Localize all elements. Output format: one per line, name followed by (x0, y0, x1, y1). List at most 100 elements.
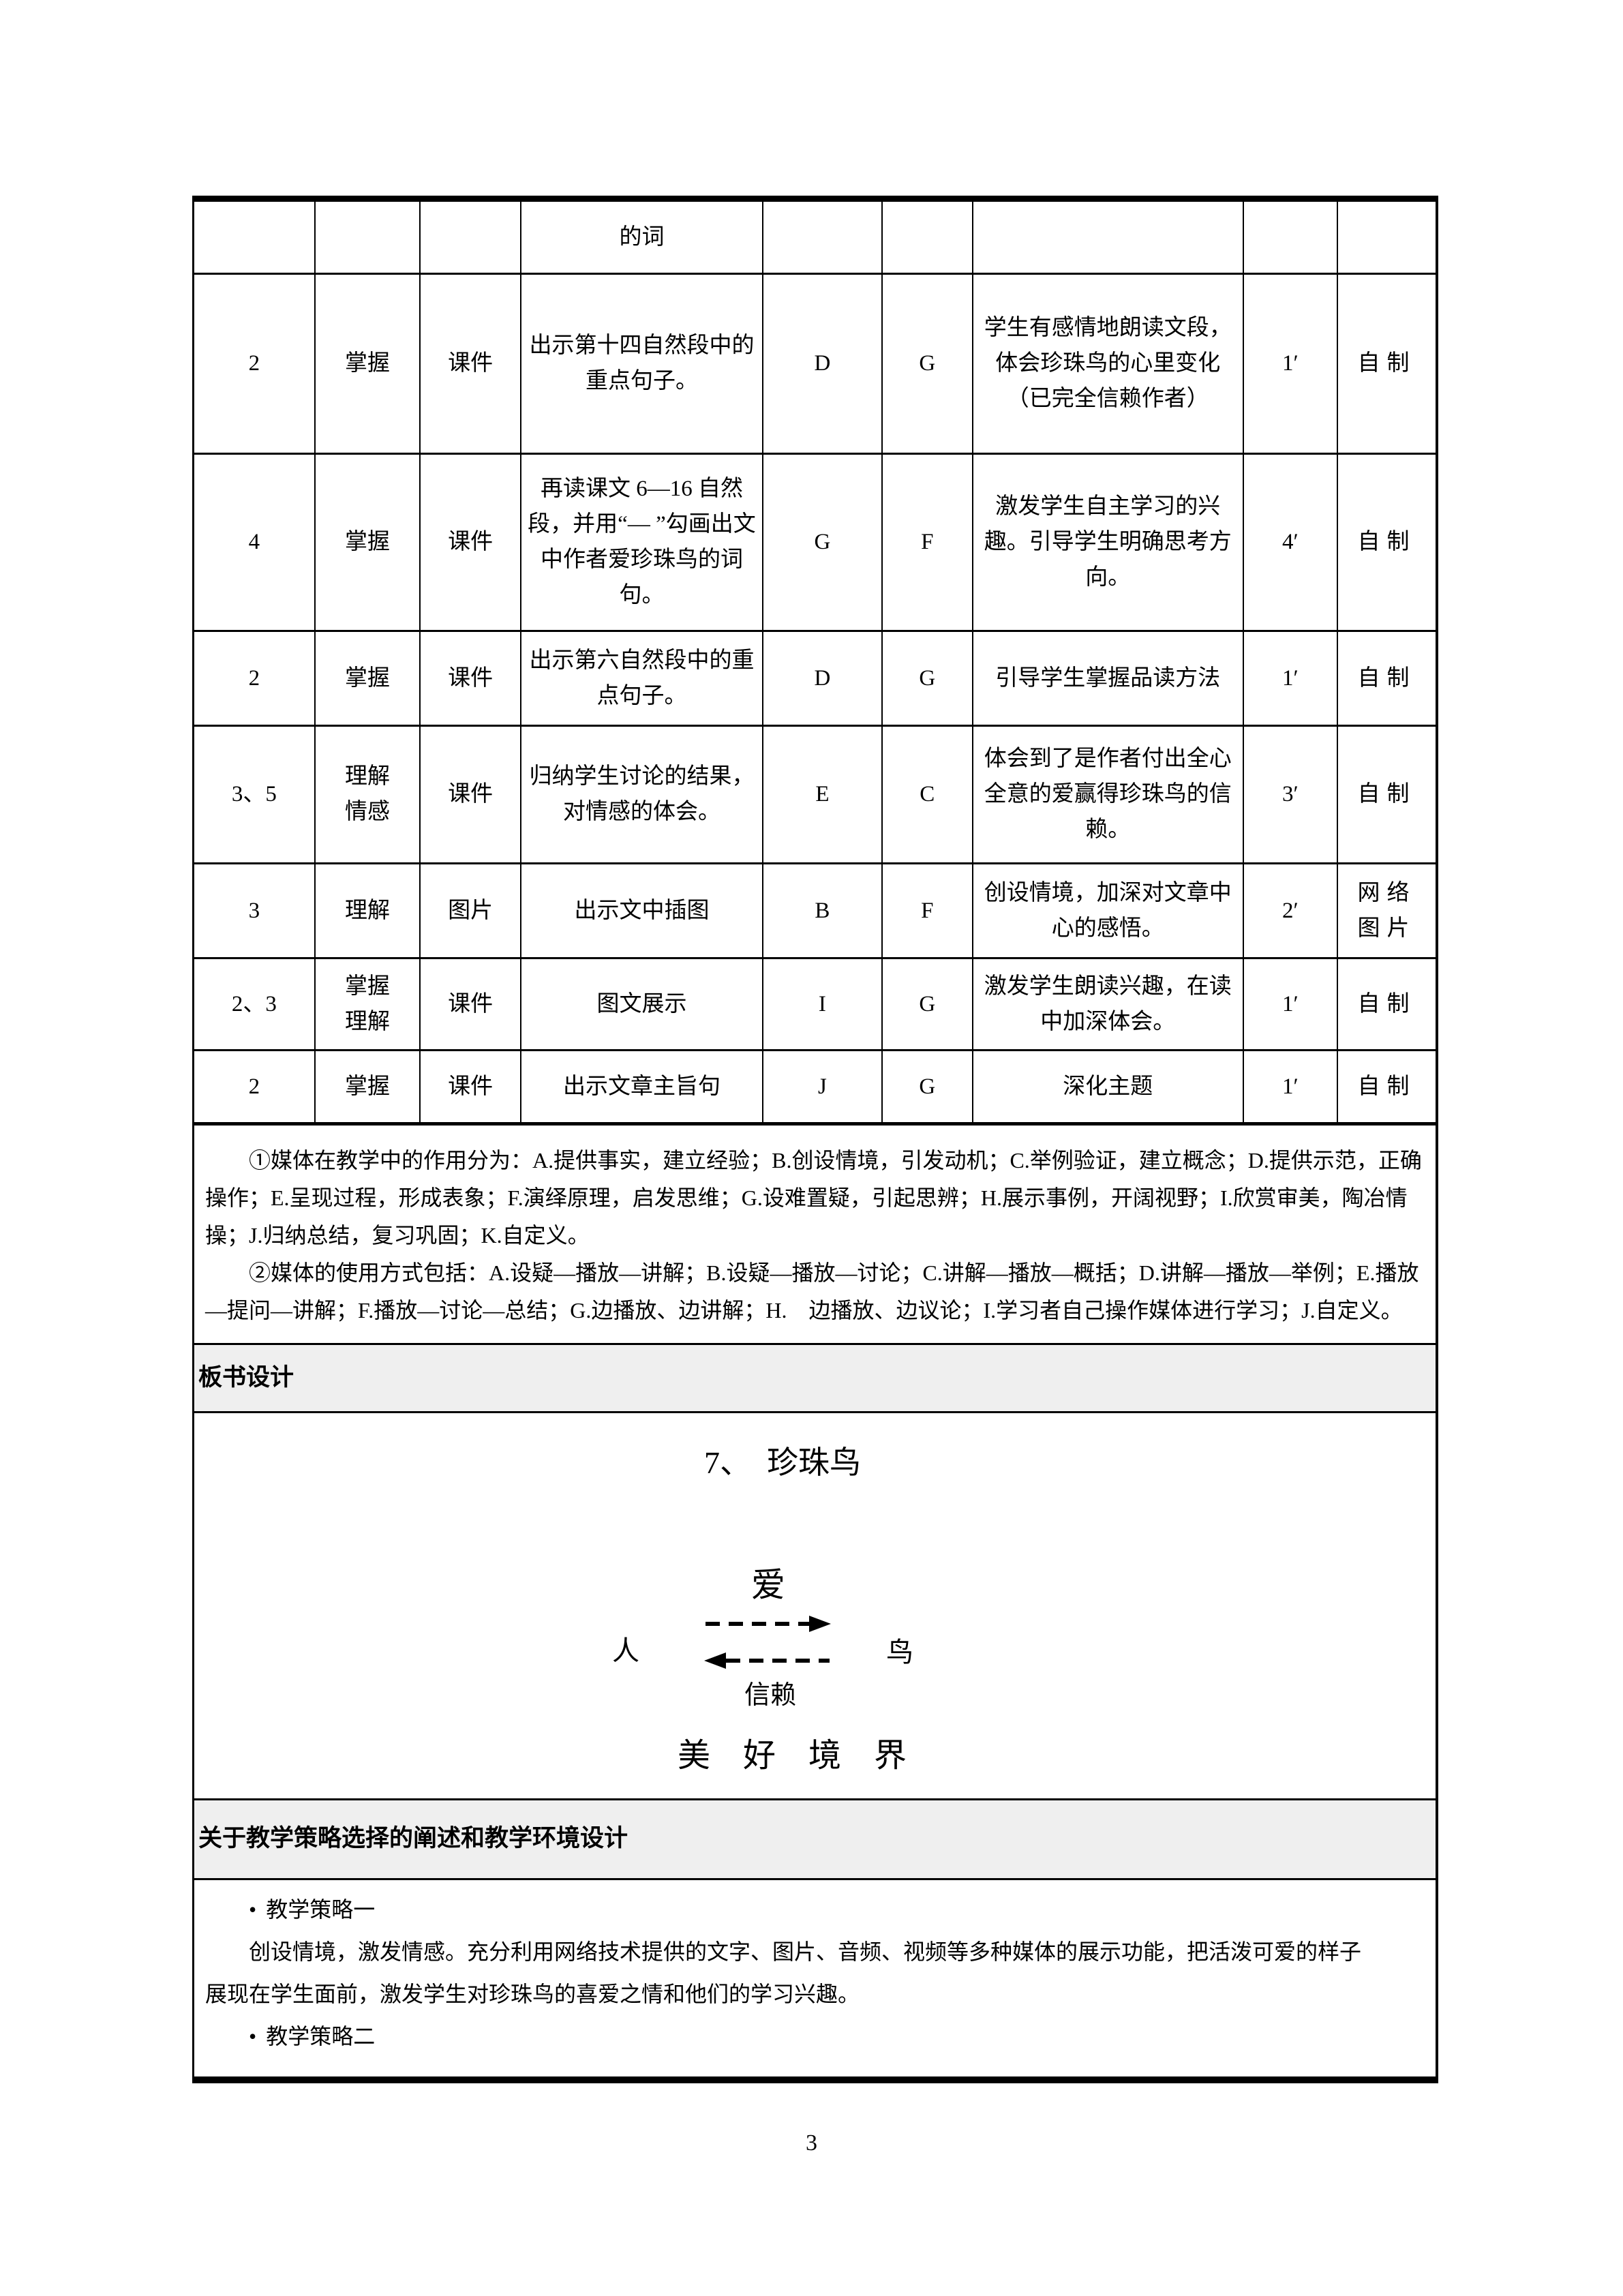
cell-role: D (762, 629, 883, 727)
board-design-header: 板书设计 (194, 1343, 1436, 1413)
cell-source: 网络 图片 (1337, 862, 1436, 959)
table-row: 2 掌握 课件 出示文章主旨句 J G 深化主题 1′ 自制 (194, 1048, 1436, 1122)
table-row: 3、5 理解 情感 课件 归纳学生讨论的结果，对情感的体会。 E C 体会到了是… (194, 724, 1436, 864)
page-number: 3 (806, 2130, 817, 2156)
table-footnotes: ①媒体在教学中的作用分为：A.提供事实，建立经验；B.创设情境，引发动机；C.举… (194, 1122, 1436, 1343)
cell-role: J (762, 1048, 883, 1122)
cell-media: 课件 (419, 629, 521, 727)
cell-role: E (762, 724, 883, 864)
cell-effect: 引导学生掌握品读方法 (971, 629, 1244, 727)
strategy-bullet-1-label: 教学策略一 (266, 1897, 376, 1922)
cell-media: 课件 (419, 956, 521, 1051)
cell-media: 课件 (419, 452, 521, 632)
table-row: 2、3 掌握 理解 课件 图文展示 I G 激发学生朗读兴趣，在读中加深体会。 … (194, 956, 1436, 1051)
dashed-arrow-right-icon (706, 1616, 831, 1632)
cell-objective: 4 (194, 452, 316, 632)
cell-content: 归纳学生讨论的结果，对情感的体会。 (519, 724, 764, 864)
strategy-bullet-1: • 教学策略一 (205, 1888, 1425, 1931)
strategy-paragraph-1: 创设情境，激发情感。充分利用网络技术提供的文字、图片、音频、视频等多种媒体的展示… (205, 1939, 1362, 2006)
cell-media: 课件 (419, 1048, 521, 1122)
cell-objective: 2 (194, 272, 316, 455)
table-row: 4 掌握 课件 再读课文 6—16 自然段，并用“— ”勾画出文中作者爱珍珠鸟的… (194, 452, 1436, 632)
cell-content: 出示第六自然段中的重点句子。 (519, 629, 764, 727)
cell-media: 图片 (419, 862, 521, 959)
cell-source: 自制 (1337, 629, 1436, 727)
strategy-bullet-2-label: 教学策略二 (266, 2024, 376, 2049)
cell-effect: 激发学生自主学习的兴趣。引导学生明确思考方向。 (971, 452, 1244, 632)
cell-method: C (881, 724, 973, 864)
table-row: 2 掌握 课件 出示第十四自然段中的重点句子。 D G 学生有感情地朗读文段，体… (194, 272, 1436, 455)
cell-time: 1′ (1242, 629, 1339, 727)
cell-method: F (881, 862, 973, 959)
cell-method: G (881, 629, 973, 727)
table-row: 2 掌握 课件 出示第六自然段中的重点句子。 D G 引导学生掌握品读方法 1′… (194, 629, 1436, 727)
board-trust-label: 信赖 (744, 1681, 797, 1710)
cell-objective: 2 (194, 629, 316, 727)
cell-time: 1′ (1242, 956, 1339, 1051)
board-lesson-title: 7、 珍珠鸟 (704, 1445, 861, 1480)
cell-effect: 创设情境，加深对文章中心的感悟。 (971, 862, 1244, 959)
cell-effect: 激发学生朗读兴趣，在读中加深体会。 (971, 956, 1244, 1051)
cell-objective: 3 (194, 862, 316, 959)
cell-effect: 体会到了是作者付出全心全意的爱赢得珍珠鸟的信赖。 (971, 724, 1244, 864)
cell-method (881, 202, 973, 275)
cell-time: 3′ (1242, 724, 1339, 864)
board-design-content: 7、 珍珠鸟 爱 人 鸟 信赖 美 好 境 界 (194, 1413, 1436, 1798)
cell-objective: 2、3 (194, 956, 316, 1051)
cell-media (419, 202, 521, 275)
cell-method: G (881, 272, 973, 455)
cell-method: G (881, 956, 973, 1051)
cell-content: 出示文章主旨句 (519, 1048, 764, 1122)
table-row: 3 理解 图片 出示文中插图 B F 创设情境，加深对文章中心的感悟。 2′ 网… (194, 862, 1436, 959)
table-row: 的词 (194, 202, 1436, 275)
cell-media: 课件 (419, 724, 521, 864)
cell-source: 自制 (1337, 1048, 1436, 1122)
cell-role (762, 202, 883, 275)
cell-role: G (762, 452, 883, 632)
cell-source: 自制 (1337, 272, 1436, 455)
strategy-content: • 教学策略一 创设情境，激发情感。充分利用网络技术提供的文字、图片、音频、视频等… (194, 1880, 1436, 2076)
dashed-arrow-left-icon (704, 1652, 830, 1669)
strategy-header: 关于教学策略选择的阐述和教学环境设计 (194, 1798, 1436, 1880)
cell-objective: 2 (194, 1048, 316, 1122)
teaching-media-table: 的词 2 掌握 课件 出示第十四自然段中的重点句子。 D G 学生有感情地朗读文… (192, 196, 1438, 2083)
cell-time: 4′ (1242, 452, 1339, 632)
cell-level: 掌握 (314, 1048, 421, 1122)
cell-source: 自制 (1337, 452, 1436, 632)
cell-effect: 学生有感情地朗读文段，体会珍珠鸟的心里变化（已完全信赖作者） (971, 272, 1244, 455)
cell-content: 图文展示 (519, 956, 764, 1051)
cell-level: 掌握 (314, 629, 421, 727)
bullet-icon: • (249, 1897, 257, 1922)
board-love-label: 爱 (751, 1566, 785, 1604)
bullet-icon: • (249, 2024, 257, 2049)
cell-level: 掌握 (314, 452, 421, 632)
cell-source: 自制 (1337, 956, 1436, 1051)
cell-level: 掌握 理解 (314, 956, 421, 1051)
cell-source: 自制 (1337, 724, 1436, 864)
cell-role: D (762, 272, 883, 455)
cell-time: 1′ (1242, 272, 1339, 455)
cell-level: 掌握 (314, 272, 421, 455)
board-realm-label: 美 好 境 界 (677, 1738, 920, 1774)
cell-method: G (881, 1048, 973, 1122)
cell-level: 理解 情感 (314, 724, 421, 864)
media-usage-table: 的词 2 掌握 课件 出示第十四自然段中的重点句子。 D G 学生有感情地朗读文… (194, 202, 1436, 1122)
cell-level: 理解 (314, 862, 421, 959)
cell-source (1337, 202, 1436, 275)
cell-effect: 深化主题 (971, 1048, 1244, 1122)
cell-media: 课件 (419, 272, 521, 455)
cell-effect (971, 202, 1244, 275)
strategy-bullet-2: • 教学策略二 (205, 2015, 1425, 2057)
cell-time: 1′ (1242, 1048, 1339, 1122)
cell-role: I (762, 956, 883, 1051)
cell-role: B (762, 862, 883, 959)
cell-level (314, 202, 421, 275)
cell-objective (194, 202, 316, 275)
cell-content: 出示第十四自然段中的重点句子。 (519, 272, 764, 455)
cell-objective: 3、5 (194, 724, 316, 864)
cell-content: 再读课文 6—16 自然段，并用“— ”勾画出文中作者爱珍珠鸟的词句。 (519, 452, 764, 632)
cell-content: 的词 (519, 202, 764, 275)
board-bird-label: 鸟 (886, 1637, 913, 1667)
cell-time: 2′ (1242, 862, 1339, 959)
